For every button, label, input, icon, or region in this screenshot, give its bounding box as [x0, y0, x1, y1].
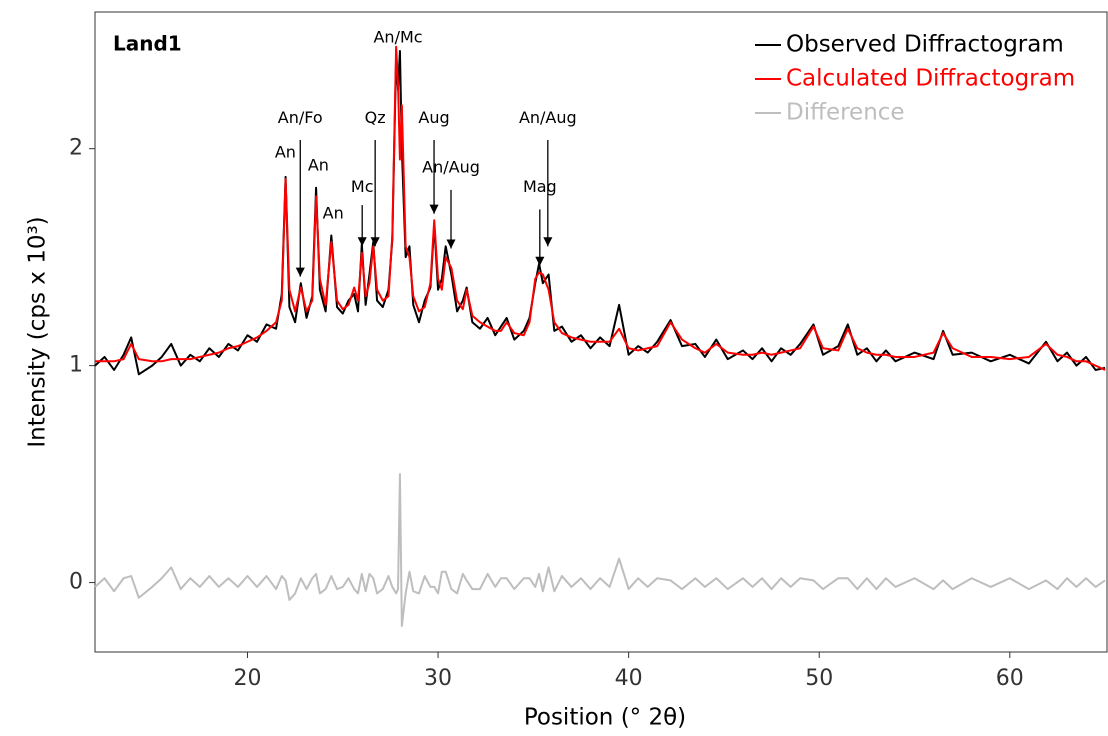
x-tick-label: 20: [233, 666, 261, 691]
x-tick-label: 40: [615, 666, 643, 691]
annotation-label: Aug: [418, 108, 449, 127]
legend-label: Calculated Diffractogram: [786, 66, 1075, 92]
x-tick-label: 50: [805, 666, 833, 691]
annotation-label: Mc: [351, 177, 374, 196]
x-tick-label: 30: [424, 666, 452, 691]
panel-label: Land1: [113, 32, 182, 56]
y-tick-label: 1: [69, 353, 83, 378]
y-tick-label: 2: [69, 136, 83, 161]
annotation-label: Qz: [365, 108, 386, 127]
legend-label: Difference: [786, 100, 905, 126]
annotation-label: An/Aug: [422, 158, 480, 177]
annotation-label: An: [323, 203, 344, 222]
x-axis-title: Position (° 2θ): [524, 705, 686, 731]
x-tick-label: 60: [996, 666, 1024, 691]
y-tick-label: 0: [69, 570, 83, 595]
series-line: [94, 473, 1106, 627]
annotation-label: An/Mc: [373, 28, 422, 47]
annotation-label: An: [308, 156, 329, 175]
legend-label: Observed Diffractogram: [786, 32, 1064, 58]
plot-frame: [94, 11, 1108, 653]
series-line: [94, 50, 1106, 376]
annotation-label: An/Fo: [278, 108, 323, 127]
annotation-label: Mag: [523, 177, 557, 196]
annotation-label: An/Aug: [519, 108, 577, 127]
annotation-label: An: [275, 143, 296, 162]
series-line: [95, 45, 1106, 371]
y-axis-title: Intensity (cps x 10³): [25, 216, 51, 447]
